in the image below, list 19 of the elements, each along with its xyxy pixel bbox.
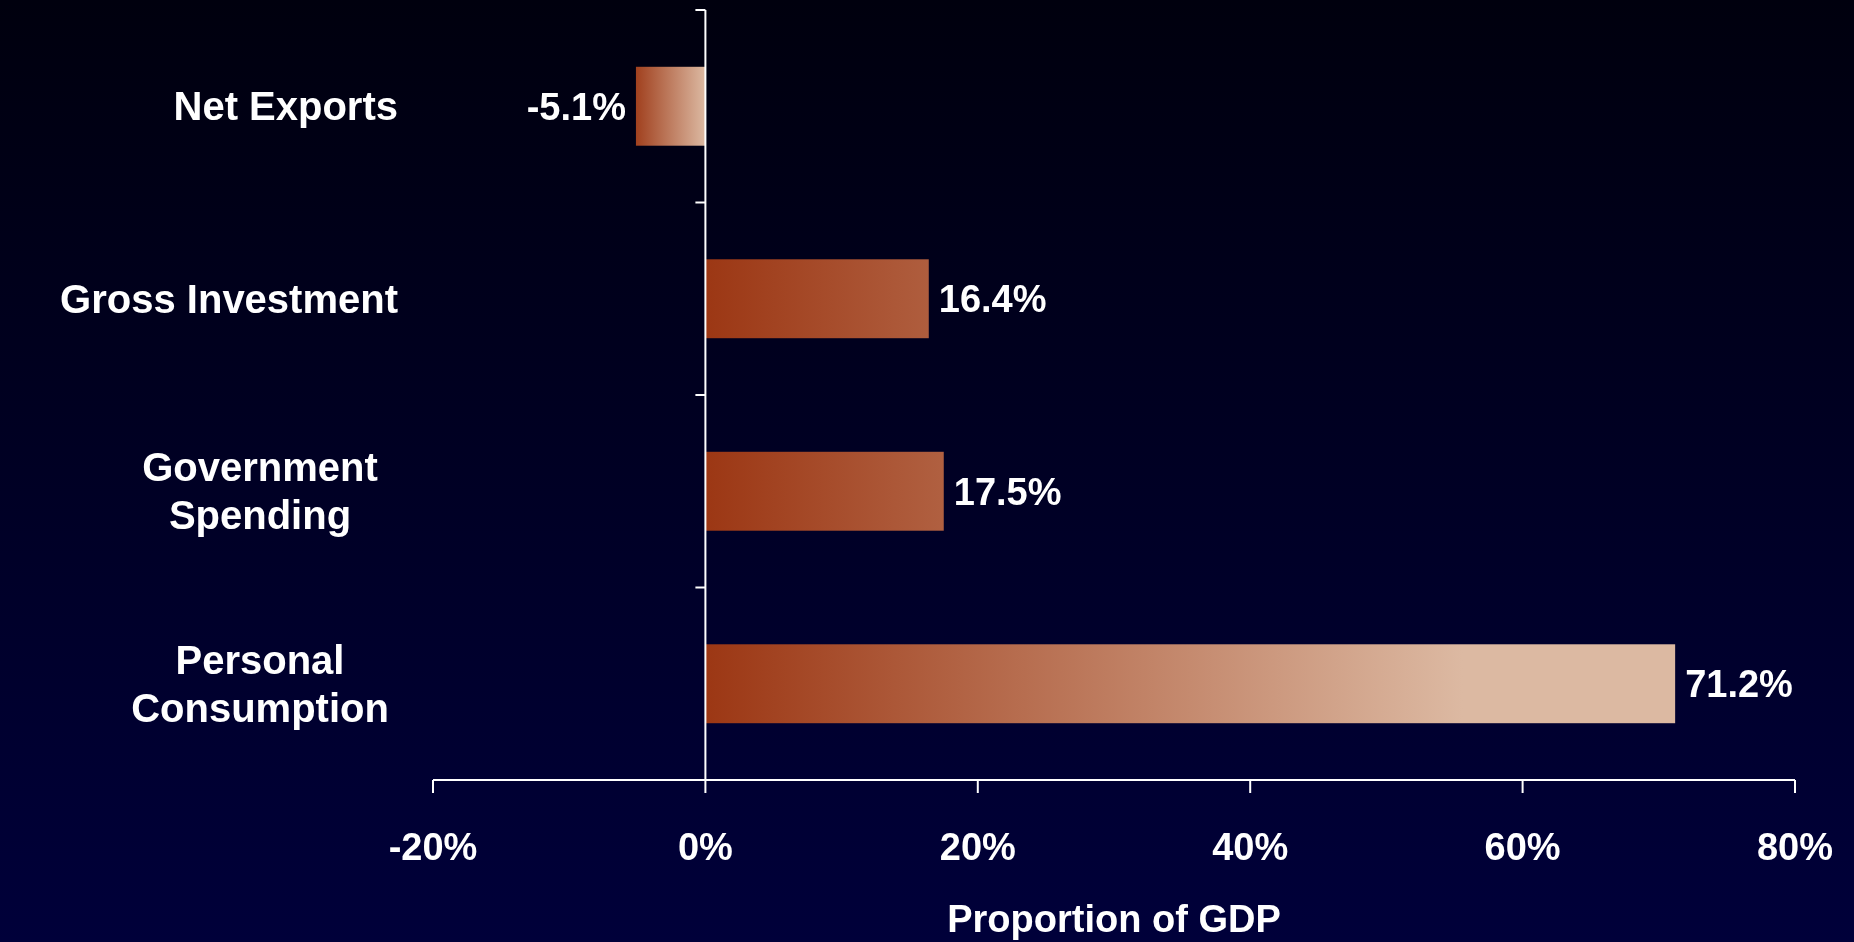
x-tick-label: 0% bbox=[677, 826, 733, 868]
bar bbox=[705, 644, 1676, 724]
y-tick-label: Personal Consumption bbox=[131, 637, 389, 730]
x-tick-label: -20% bbox=[388, 826, 478, 868]
data-label: 71.2% bbox=[1685, 663, 1793, 706]
y-tick-label: Net Exports bbox=[173, 84, 398, 129]
x-axis-title: Proportion of GDP bbox=[947, 898, 1281, 940]
bar bbox=[705, 451, 944, 531]
bar bbox=[635, 66, 706, 146]
data-label: -5.1% bbox=[526, 85, 626, 128]
data-label: 16.4% bbox=[938, 278, 1047, 321]
y-tick-label: Gross Investment bbox=[60, 276, 398, 321]
x-tick-label: 20% bbox=[939, 826, 1016, 868]
x-tick-label: 60% bbox=[1484, 826, 1561, 868]
y-tick-label: Government Spending bbox=[142, 445, 378, 538]
bar bbox=[705, 259, 929, 339]
data-label: 17.5% bbox=[953, 470, 1062, 513]
x-tick-label: 40% bbox=[1212, 826, 1289, 868]
x-tick-label: 80% bbox=[1756, 826, 1834, 868]
